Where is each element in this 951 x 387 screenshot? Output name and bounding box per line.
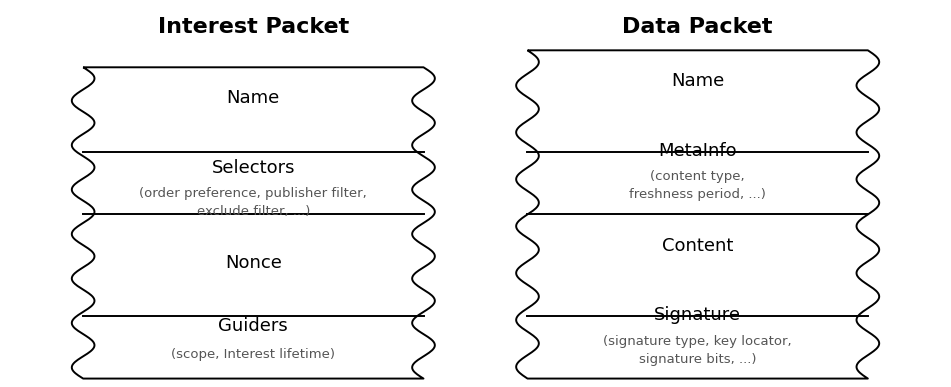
Text: Signature: Signature — [654, 307, 741, 324]
Polygon shape — [71, 67, 435, 378]
Text: Guiders: Guiders — [219, 317, 288, 335]
Text: (scope, Interest lifetime): (scope, Interest lifetime) — [171, 348, 336, 361]
Text: Content: Content — [662, 236, 733, 255]
Text: Interest Packet: Interest Packet — [158, 17, 349, 37]
Text: (signature type, key locator,
signature bits, ...): (signature type, key locator, signature … — [603, 334, 792, 366]
Text: Name: Name — [226, 89, 280, 108]
Text: MetaInfo: MetaInfo — [658, 142, 737, 160]
Polygon shape — [516, 50, 880, 378]
Text: Nonce: Nonce — [224, 253, 281, 272]
Text: Data Packet: Data Packet — [622, 17, 773, 37]
Text: (content type,
freshness period, ...): (content type, freshness period, ...) — [630, 170, 767, 201]
Text: Selectors: Selectors — [211, 159, 295, 177]
Text: Name: Name — [671, 72, 725, 91]
Text: (order preference, publisher filter,
exclude filter, ...): (order preference, publisher filter, exc… — [140, 187, 367, 218]
